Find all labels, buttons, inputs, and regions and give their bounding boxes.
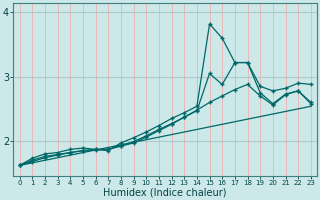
X-axis label: Humidex (Indice chaleur): Humidex (Indice chaleur) bbox=[103, 187, 227, 197]
